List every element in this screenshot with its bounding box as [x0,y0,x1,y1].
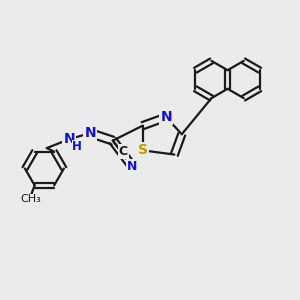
Text: C: C [119,145,128,158]
Text: N: N [64,132,75,146]
Text: CH₃: CH₃ [21,194,41,205]
Text: N: N [127,160,137,172]
Text: S: S [138,143,148,158]
Text: N: N [160,110,172,124]
Text: H: H [72,140,82,153]
Text: N: N [85,126,96,140]
